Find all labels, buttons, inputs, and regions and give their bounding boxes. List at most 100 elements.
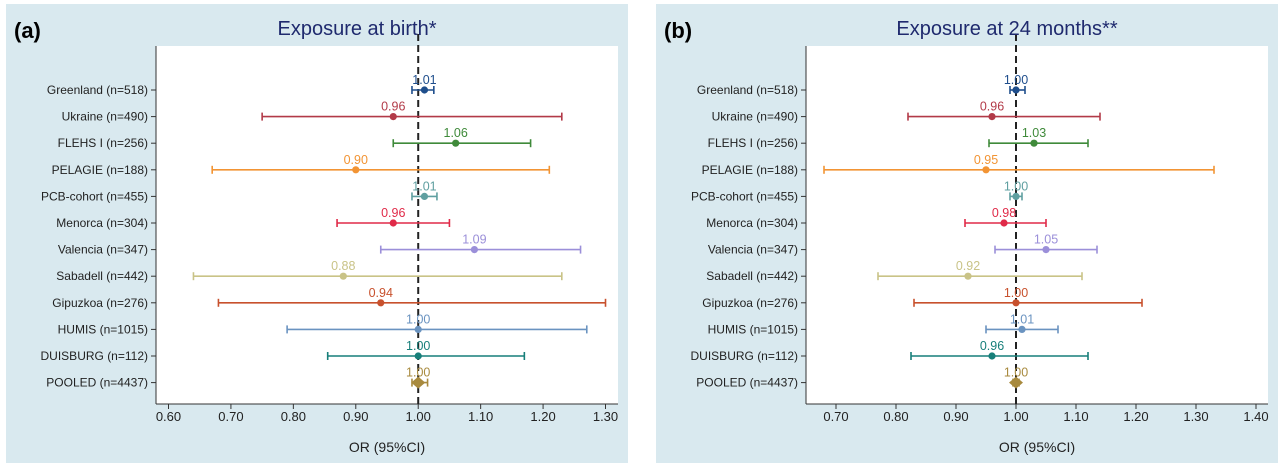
or-point (389, 219, 397, 227)
or-value-label: 1.00 (1004, 286, 1028, 300)
row-label: HUMIS (n=1015) (708, 322, 798, 336)
or-point (982, 166, 990, 174)
or-point (470, 246, 479, 254)
or-value-label: 1.00 (406, 339, 430, 353)
or-point (377, 299, 385, 307)
x-tick-label: 1.10 (468, 409, 493, 424)
row-label: DUISBURG (n=112) (41, 349, 148, 363)
row-label: PELAGIE (n=188) (52, 163, 148, 177)
x-tick-label: 1.00 (406, 409, 431, 424)
or-value-label: 0.92 (956, 259, 980, 273)
forest-plot-panel-b: 0.70 0.80 0.90 1.00 1.10 1.20 1.30 1.40 Greenlan… (656, 4, 1278, 463)
or-point (352, 166, 360, 174)
row-label: FLEHS I (n=256) (708, 136, 798, 150)
or-point (414, 352, 422, 360)
x-tick-label: 0.90 (943, 409, 968, 424)
or-value-label: 1.03 (1022, 126, 1046, 140)
row-label: Valencia (n=347) (58, 243, 148, 257)
or-value-label: 0.90 (344, 153, 368, 167)
plot-area (156, 46, 618, 404)
panel-a-letter: (a) (14, 18, 41, 43)
row-label: HUMIS (n=1015) (58, 322, 148, 336)
row-label: Valencia (n=347) (708, 243, 798, 257)
or-value-label: 0.94 (369, 286, 393, 300)
row-label: Menorca (n=304) (56, 216, 148, 230)
or-value-label: 1.09 (462, 233, 486, 247)
or-value-label: 1.00 (406, 312, 430, 326)
or-point (339, 272, 347, 280)
or-value-label: 0.96 (381, 206, 405, 220)
or-point (389, 113, 397, 121)
pooled-diamond (411, 376, 426, 389)
or-point (420, 192, 429, 200)
or-value-label: 1.00 (1004, 366, 1028, 380)
or-point (964, 272, 972, 280)
panel-b-title: Exposure at 24 months** (896, 18, 1118, 40)
or-value-label: 1.06 (444, 126, 468, 140)
row-label: Ukraine (n=490) (712, 110, 798, 124)
or-value-label: 0.96 (381, 100, 405, 114)
or-value-label: 0.96 (980, 100, 1004, 114)
or-point (988, 352, 996, 360)
or-value-label: 0.96 (980, 339, 1004, 353)
or-value-label: 1.01 (412, 179, 436, 193)
panel-a-xlabel: OR (95%CI) (348, 439, 426, 455)
x-tick-label: 1.10 (1063, 409, 1088, 424)
x-tick-label: 1.30 (593, 409, 618, 424)
row-label: Greenland (n=518) (697, 83, 798, 97)
or-point (1042, 246, 1050, 254)
or-point (1000, 219, 1008, 227)
or-value-label: 1.01 (412, 73, 436, 87)
row-label: DUISBURG (n=112) (691, 349, 798, 363)
x-tick-label: 0.70 (823, 409, 848, 424)
row-label: POOLED (n=4437) (696, 376, 798, 390)
or-value-label: 1.00 (406, 366, 430, 380)
row-label: FLEHS I (n=256) (58, 136, 148, 150)
or-value-label: 0.95 (974, 153, 998, 167)
row-label: Gipuzkoa (n=276) (52, 296, 148, 310)
or-value-label: 0.88 (331, 259, 355, 273)
forest-plot-b-svg: 0.70 0.80 0.90 1.00 1.10 1.20 1.30 1.40 Greenlan… (691, 34, 1269, 424)
panel-b-letter: (b) (664, 18, 693, 43)
or-point (452, 139, 460, 147)
forest-plot-panel-a: 0.60 0.70 0.80 0.90 1.00 1.10 1.20 1.30 Greenlan… (6, 4, 628, 463)
or-point (1018, 325, 1026, 333)
or-point (420, 86, 429, 94)
row-label: POOLED (n=4437) (46, 376, 148, 390)
row-label: Sabadell (n=442) (706, 269, 798, 283)
x-tick-label: 1.40 (1243, 409, 1268, 424)
x-tick-label: 1.20 (530, 409, 555, 424)
row-label: PCB-cohort (n=455) (41, 189, 148, 203)
x-tick-label: 0.80 (281, 409, 306, 424)
row-label: PELAGIE (n=188) (702, 163, 798, 177)
forest-plot-a-svg: 0.60 0.70 0.80 0.90 1.00 1.10 1.20 1.30 Greenlan… (41, 34, 618, 424)
x-tick-label: 0.70 (218, 409, 243, 424)
plot-area (806, 46, 1268, 404)
row-label: Sabadell (n=442) (56, 269, 148, 283)
x-tick-label: 1.00 (1003, 409, 1028, 424)
pooled-diamond (1009, 376, 1023, 389)
or-point (1030, 139, 1038, 147)
x-tick-label: 0.80 (883, 409, 908, 424)
or-point (414, 325, 422, 333)
or-value-label: 0.98 (992, 206, 1016, 220)
x-tick-label: 1.30 (1183, 409, 1208, 424)
x-tick-label: 0.90 (343, 409, 368, 424)
or-point (988, 113, 996, 121)
row-label: Gipuzkoa (n=276) (702, 296, 798, 310)
x-tick-label: 0.60 (156, 409, 181, 424)
or-point (1012, 192, 1020, 200)
or-value-label: 1.01 (1010, 312, 1034, 326)
or-point (1012, 299, 1020, 307)
or-value-label: 1.00 (1004, 179, 1028, 193)
or-value-label: 1.00 (1004, 73, 1028, 87)
row-label: Ukraine (n=490) (62, 110, 148, 124)
x-tick-label: 1.20 (1123, 409, 1148, 424)
row-label: Greenland (n=518) (47, 83, 148, 97)
row-label: Menorca (n=304) (706, 216, 798, 230)
row-label: PCB-cohort (n=455) (691, 189, 798, 203)
or-point (1012, 86, 1020, 94)
panel-a-title: Exposure at birth* (277, 18, 437, 40)
or-value-label: 1.05 (1034, 233, 1058, 247)
panel-b-xlabel: OR (95%CI) (998, 439, 1076, 455)
